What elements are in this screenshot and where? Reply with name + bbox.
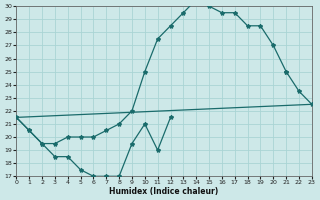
X-axis label: Humidex (Indice chaleur): Humidex (Indice chaleur) (109, 187, 219, 196)
